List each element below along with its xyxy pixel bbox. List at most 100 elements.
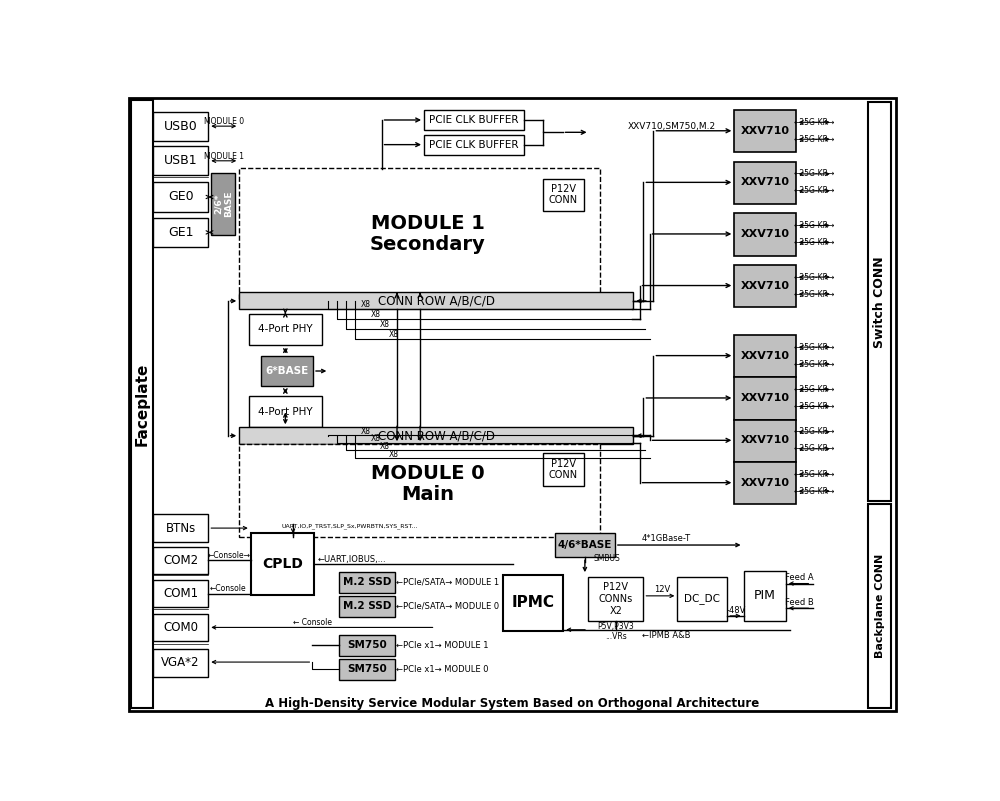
Text: DC_DC: DC_DC: [684, 594, 720, 605]
Text: M.2 SSD: M.2 SSD: [343, 601, 391, 611]
Text: P12V
CONNs
X2: P12V CONNs X2: [599, 582, 633, 615]
Text: GE0: GE0: [168, 191, 193, 203]
Bar: [734, 377, 796, 420]
Bar: [211, 173, 235, 235]
Text: UART,IO,P_TRST,SLP_Sx,PWRBTN,SYS_RST...: UART,IO,P_TRST,SLP_Sx,PWRBTN,SYS_RST...: [282, 523, 418, 529]
Text: CPLD: CPLD: [262, 557, 303, 571]
Text: A High-Density Service Modular System Based on Orthogonal Architecture: A High-Density Service Modular System Ba…: [265, 697, 760, 710]
Text: XXV710: XXV710: [741, 393, 790, 403]
Text: XXV710: XXV710: [741, 351, 790, 360]
Text: ←25G-KR→: ←25G-KR→: [794, 402, 835, 411]
Text: MODULE 0: MODULE 0: [204, 117, 244, 126]
Bar: [588, 577, 643, 622]
Bar: [734, 110, 796, 152]
Text: P5V,P3V3
...VRs: P5V,P3V3 ...VRs: [597, 622, 634, 641]
Text: ←25G-KR→: ←25G-KR→: [794, 289, 835, 299]
Text: ←25G-KR→: ←25G-KR→: [794, 135, 835, 143]
Text: ←UART,IOBUS,...: ←UART,IOBUS,...: [318, 555, 386, 564]
Text: X8: X8: [370, 434, 380, 443]
Bar: [424, 135, 524, 155]
Text: X8: X8: [380, 320, 390, 329]
Text: Backplane CONN: Backplane CONN: [875, 553, 885, 658]
Text: MODULE 0: MODULE 0: [371, 464, 485, 483]
Text: 6*BASE: 6*BASE: [265, 366, 309, 376]
Bar: [555, 533, 615, 557]
Text: 2/6*
BASE: 2/6* BASE: [213, 191, 233, 217]
Text: ←25G-KR→: ←25G-KR→: [794, 360, 835, 368]
Bar: [153, 183, 208, 211]
Bar: [744, 571, 786, 622]
Text: P12V
CONN: P12V CONN: [549, 459, 578, 481]
Text: Secondary: Secondary: [370, 235, 486, 254]
Bar: [734, 335, 796, 377]
Text: ← Console: ← Console: [293, 618, 332, 627]
Text: BTNs: BTNs: [166, 521, 196, 534]
Bar: [734, 420, 796, 462]
Bar: [677, 577, 727, 622]
Text: ←PCIe/SATA→ MODULE 0: ←PCIe/SATA→ MODULE 0: [396, 602, 499, 610]
Text: X8: X8: [370, 310, 380, 320]
Text: COM0: COM0: [163, 621, 198, 634]
Bar: [153, 546, 208, 574]
Text: ←25G-KR→: ←25G-KR→: [794, 272, 835, 282]
Bar: [153, 111, 208, 141]
Text: P12V
CONN: P12V CONN: [549, 184, 578, 206]
Text: SMBUS: SMBUS: [593, 553, 620, 562]
Text: SM750: SM750: [347, 664, 387, 674]
Text: ←25G-KR→: ←25G-KR→: [794, 487, 835, 496]
Text: 4-Port PHY: 4-Port PHY: [258, 324, 313, 335]
Text: COM2: COM2: [163, 554, 198, 567]
Text: X8: X8: [380, 442, 390, 451]
Bar: [503, 575, 563, 630]
Bar: [734, 213, 796, 256]
Bar: [339, 596, 395, 617]
Text: ←25G-KR→: ←25G-KR→: [794, 428, 835, 437]
Text: ←PCIe/SATA→ MODULE 1: ←PCIe/SATA→ MODULE 1: [396, 578, 499, 586]
Bar: [153, 614, 208, 642]
Text: 12V: 12V: [655, 586, 671, 594]
Bar: [339, 635, 395, 656]
Text: COM1: COM1: [163, 587, 198, 600]
Text: ←25G-KR→: ←25G-KR→: [794, 187, 835, 195]
Bar: [239, 427, 633, 445]
Text: MODULE 1: MODULE 1: [371, 214, 485, 232]
Text: XXV710,SM750,M.2: XXV710,SM750,M.2: [628, 123, 716, 131]
Text: X8: X8: [389, 449, 399, 459]
Text: ←25G-KR→: ←25G-KR→: [794, 469, 835, 479]
Bar: [251, 533, 314, 595]
Text: SM750: SM750: [347, 640, 387, 650]
Text: Feed A: Feed A: [785, 573, 814, 582]
Text: ←Console: ←Console: [209, 585, 246, 594]
Bar: [261, 356, 313, 385]
Text: ←25G-KR→: ←25G-KR→: [794, 445, 835, 453]
Text: XXV710: XXV710: [741, 229, 790, 239]
Bar: [239, 168, 600, 300]
Text: ←25G-KR→: ←25G-KR→: [794, 385, 835, 394]
Text: X8: X8: [361, 300, 371, 309]
Text: XXV710: XXV710: [741, 280, 790, 291]
Bar: [153, 514, 208, 542]
Text: Faceplate: Faceplate: [135, 362, 150, 446]
Bar: [543, 453, 584, 485]
Bar: [424, 110, 524, 130]
Bar: [339, 659, 395, 680]
Text: GE1: GE1: [168, 226, 193, 239]
Bar: [249, 314, 322, 344]
Bar: [868, 504, 891, 708]
Text: ←IPMB A&B: ←IPMB A&B: [642, 631, 691, 640]
Text: XXV710: XXV710: [741, 477, 790, 488]
Text: ←25G-KR→: ←25G-KR→: [794, 238, 835, 247]
Text: USB1: USB1: [164, 155, 197, 167]
Text: ←25G-KR→: ←25G-KR→: [794, 343, 835, 352]
Bar: [153, 649, 208, 677]
Text: CONN ROW A/B/C/D: CONN ROW A/B/C/D: [378, 295, 495, 308]
Bar: [153, 580, 208, 607]
Text: Main: Main: [401, 485, 454, 505]
Text: XXV710: XXV710: [741, 177, 790, 187]
Text: PIM: PIM: [753, 590, 775, 602]
Text: 4/6*BASE: 4/6*BASE: [558, 540, 612, 550]
Bar: [153, 146, 208, 175]
Text: X8: X8: [389, 330, 399, 340]
Text: Feed B: Feed B: [785, 598, 814, 606]
Bar: [153, 218, 208, 247]
